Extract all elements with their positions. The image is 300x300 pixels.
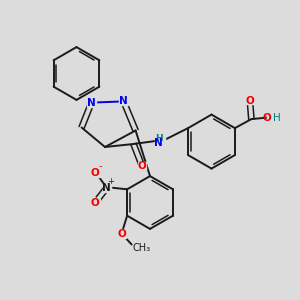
Bar (155, 136, 165, 145)
Text: O: O (245, 95, 254, 106)
Text: -: - (99, 161, 103, 171)
Bar (246, 97, 254, 104)
Text: H: H (155, 134, 163, 143)
Text: N: N (119, 96, 128, 106)
Text: O: O (137, 160, 146, 171)
Text: O: O (117, 229, 126, 239)
Bar (119, 98, 128, 105)
Text: O: O (91, 198, 100, 208)
Bar (87, 99, 96, 106)
Bar (267, 114, 273, 121)
Bar (118, 230, 126, 238)
Bar (103, 184, 111, 192)
Text: +: + (107, 177, 114, 186)
Text: H: H (273, 112, 280, 123)
Text: O: O (262, 112, 272, 123)
Bar (91, 169, 100, 177)
Bar (138, 162, 146, 170)
Text: N: N (87, 98, 96, 108)
Text: CH₃: CH₃ (133, 243, 151, 253)
Text: N: N (154, 137, 163, 148)
Text: O: O (91, 168, 100, 178)
Bar (91, 199, 100, 207)
Text: N: N (102, 183, 111, 193)
